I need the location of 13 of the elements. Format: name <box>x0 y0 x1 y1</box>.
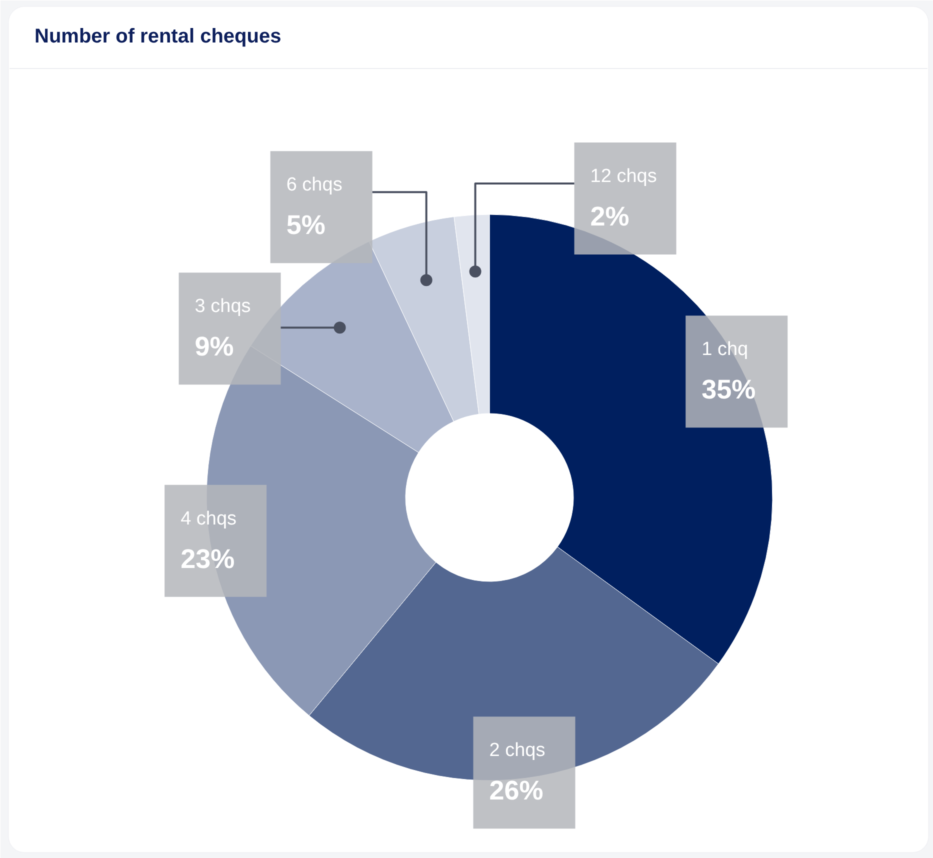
slice-label: 6 chqs <box>286 174 342 196</box>
data-label: 5% <box>286 210 326 240</box>
chart-title: Number of rental cheques <box>34 26 282 48</box>
slice-label: 2 chqs <box>489 740 546 762</box>
data-label: 23% <box>180 544 235 574</box>
slice-label: 4 chqs <box>180 508 237 530</box>
slice-label: 3 chqs <box>194 296 251 318</box>
data-label: 2% <box>590 202 630 232</box>
data-label: 35% <box>702 374 756 405</box>
slice-label: 12 chqs <box>590 166 657 188</box>
slice-label: 1 chq <box>702 339 748 360</box>
data-label: 9% <box>194 332 234 362</box>
data-label: 26% <box>489 776 544 806</box>
